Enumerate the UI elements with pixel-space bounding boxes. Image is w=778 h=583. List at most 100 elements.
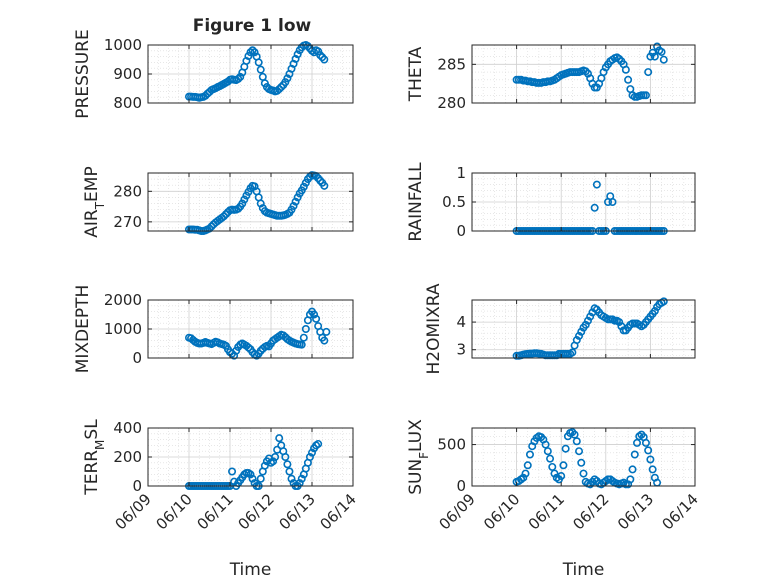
data-point: [244, 343, 253, 352]
data-point: [281, 452, 290, 461]
y-axis-label: H2OMIXRA: [424, 283, 444, 374]
y-tick-label: 200: [113, 448, 142, 466]
data-point: [234, 74, 243, 83]
data-point: [207, 222, 216, 231]
x-axis-label: Time: [229, 560, 272, 580]
y-axis-label: THETA: [406, 46, 426, 102]
data-point: [592, 180, 601, 189]
x-tick-label: 06/12: [235, 490, 278, 533]
data-point: [630, 450, 639, 459]
data-point: [523, 461, 532, 470]
data-point: [271, 452, 280, 461]
x-tick-label: 06/11: [525, 490, 568, 533]
data-point: [577, 327, 586, 336]
data-point: [316, 51, 325, 60]
data-point: [575, 331, 584, 340]
data-point: [258, 72, 267, 81]
data-point: [250, 48, 259, 57]
data-point: [541, 440, 550, 449]
y-tick-label: 500: [437, 436, 466, 454]
data-point: [240, 195, 249, 204]
y-tick-label: 1000: [104, 320, 142, 338]
data-point: [275, 434, 284, 443]
x-tick-label: 06/11: [194, 490, 237, 533]
data-point: [299, 182, 308, 191]
data-point: [568, 348, 577, 357]
data-point: [297, 340, 306, 349]
data-point: [301, 324, 310, 333]
data-point: [238, 199, 247, 208]
data-point: [248, 46, 257, 55]
data-point: [579, 469, 588, 478]
data-point: [525, 450, 534, 459]
y-axis-label: PRESSURE: [73, 29, 93, 118]
y-tick-label: 0: [132, 477, 142, 495]
y-tick-label: 800: [113, 94, 142, 112]
data-point: [543, 447, 552, 456]
x-tick-label: 06/10: [153, 490, 196, 533]
data-point: [305, 452, 314, 461]
data-point: [628, 465, 637, 474]
data-point: [581, 320, 590, 329]
data-point: [633, 438, 642, 447]
data-point: [646, 455, 655, 464]
data-point: [615, 318, 624, 327]
x-tick-label: 06/10: [480, 490, 523, 533]
x-axis-label: Time: [562, 560, 605, 580]
axes-frame: [147, 172, 354, 232]
data-point: [650, 307, 659, 316]
data-point: [559, 461, 568, 470]
y-tick-label: 900: [113, 65, 142, 83]
y-tick-label: 1000: [104, 36, 142, 54]
data-point: [314, 439, 323, 448]
data-point: [246, 470, 255, 479]
data-point: [659, 55, 668, 64]
axes-frame: [471, 427, 696, 487]
y-tick-label: 0: [132, 349, 142, 367]
y-tick-label: 0: [456, 222, 466, 240]
data-point: [291, 54, 300, 63]
data-point: [205, 224, 214, 233]
data-point: [297, 474, 306, 483]
y-tick-label: 400: [113, 419, 142, 437]
y-axis-label: RAINFALL: [406, 162, 426, 242]
data-point: [252, 351, 261, 360]
data-point: [586, 312, 595, 321]
data-point: [570, 430, 579, 439]
data-point: [307, 448, 316, 457]
data-point: [283, 460, 292, 469]
y-tick-label: 285: [437, 55, 466, 73]
y-tick-label: 270: [113, 213, 142, 231]
data-point: [575, 447, 584, 456]
data-point: [608, 198, 617, 207]
data-point: [289, 201, 298, 210]
data-point: [254, 58, 263, 67]
x-tick-label: 06/13: [614, 490, 657, 533]
x-tick-label: 06/09: [112, 490, 155, 533]
data-point: [219, 212, 228, 221]
data-point: [583, 316, 592, 325]
data-point: [577, 458, 586, 467]
data-point: [236, 72, 245, 81]
axes-frame: [471, 299, 696, 359]
x-tick-label: 06/13: [276, 490, 319, 533]
data-point: [641, 91, 650, 100]
data-point: [550, 469, 559, 478]
data-point: [650, 52, 659, 61]
data-point: [287, 474, 296, 483]
subplot-5: 0 1000 2000 MIXDEPTH: [73, 285, 354, 374]
data-point: [621, 65, 630, 74]
subplot-6: 3 4 H2OMIXRA: [424, 283, 696, 375]
y-axis-label: MIXDEPTH: [73, 285, 93, 374]
y-tick-label: 0: [456, 477, 466, 495]
axes-frame: [471, 44, 696, 104]
x-tick-label: 06/14: [317, 490, 360, 533]
y-tick-label: 280: [113, 182, 142, 200]
data-point: [644, 446, 653, 455]
data-point: [320, 55, 329, 64]
data-point: [269, 457, 278, 466]
figure-title: Figure 1 low: [193, 16, 312, 36]
